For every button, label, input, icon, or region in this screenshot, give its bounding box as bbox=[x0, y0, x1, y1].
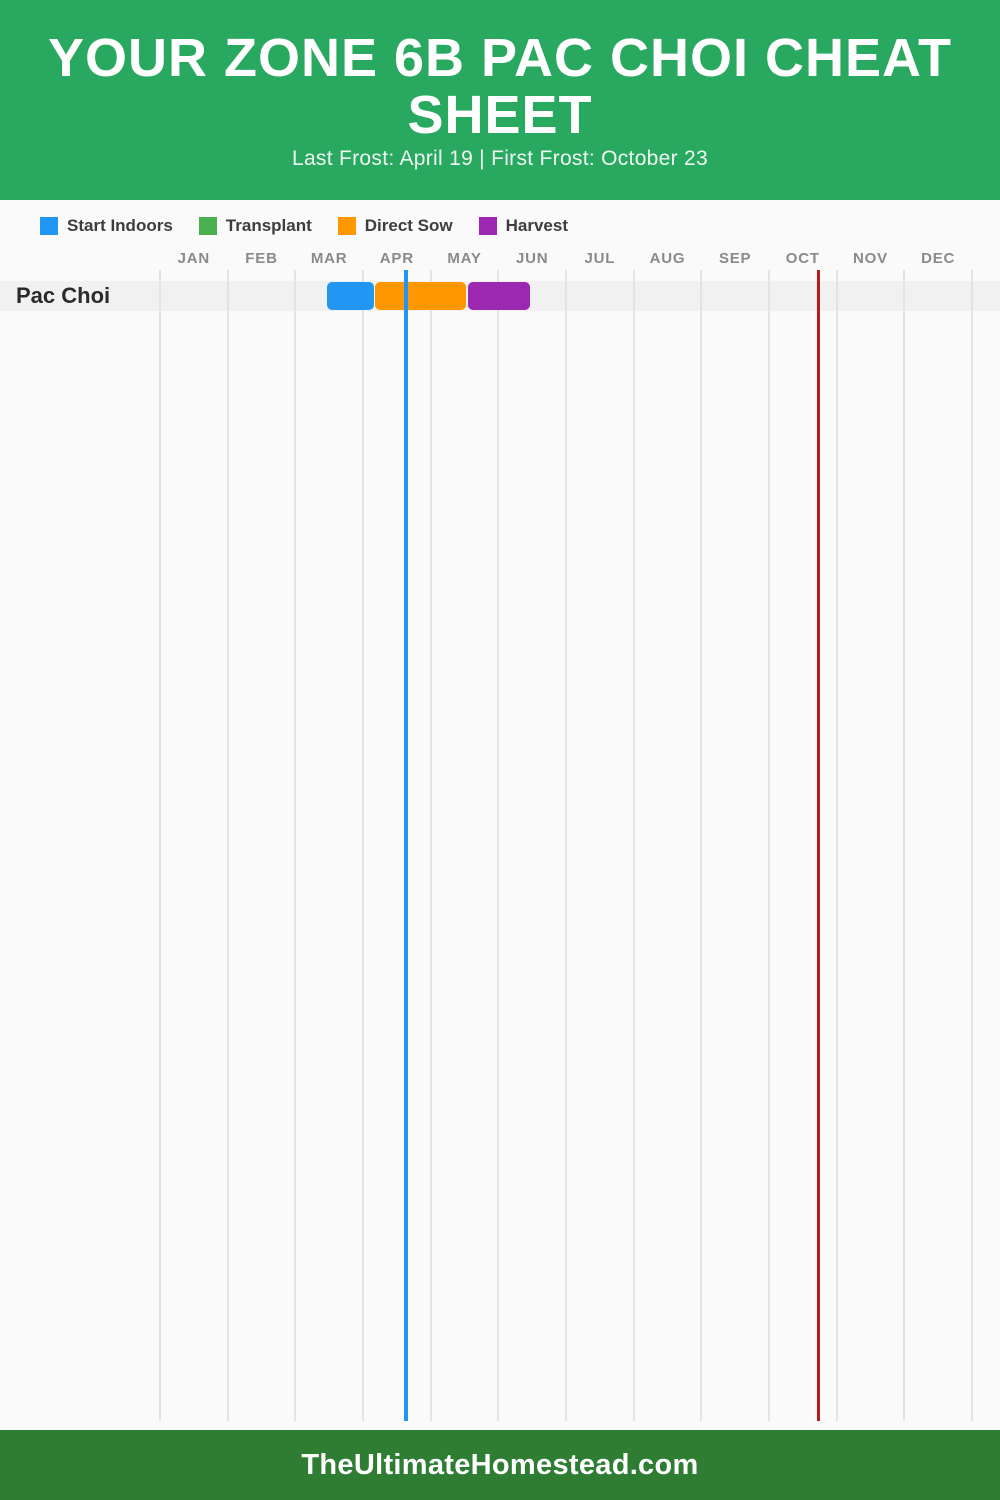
legend-label: Direct Sow bbox=[364, 216, 453, 235]
legend-label: Transplant bbox=[225, 216, 312, 235]
legend-swatch-icon bbox=[40, 217, 58, 235]
month-gridline bbox=[362, 270, 364, 1421]
month-label-jan: JAN bbox=[177, 250, 211, 267]
legend-swatch-icon bbox=[478, 217, 497, 235]
frost-dates-subtitle: Last Frost: April 19 | First Frost: Octo… bbox=[291, 147, 709, 171]
month-label-sep: SEP bbox=[718, 250, 752, 267]
legend-label: Start Indoors bbox=[67, 216, 173, 235]
month-gridline bbox=[835, 270, 838, 1421]
month-gridline bbox=[226, 270, 229, 1421]
legend-item-harvest: Harvest bbox=[478, 216, 568, 236]
month-gridline bbox=[429, 270, 432, 1421]
month-gridline bbox=[294, 270, 297, 1421]
month-label-apr: APR bbox=[379, 250, 414, 267]
bar-harvest bbox=[467, 282, 531, 310]
page-title: YOUR ZONE 6B PAC CHOI CHEAT SHEET bbox=[47, 28, 953, 145]
footer-banner: TheUltimateHomestead.com bbox=[0, 1430, 1000, 1500]
month-label-oct: OCT bbox=[785, 250, 820, 267]
bar-start-indoors bbox=[327, 282, 374, 310]
month-gridline bbox=[159, 270, 161, 1421]
month-gridline bbox=[700, 270, 703, 1421]
month-label-jun: JUN bbox=[515, 250, 549, 267]
legend-swatch-icon bbox=[337, 217, 356, 235]
header-banner: YOUR ZONE 6B PAC CHOI CHEAT SHEET Last F… bbox=[0, 0, 1000, 200]
last-frost-line bbox=[404, 270, 409, 1421]
month-label-may: MAY bbox=[447, 250, 482, 267]
website-url: TheUltimateHomestead.com bbox=[301, 1449, 699, 1481]
legend-item-transplant: Transplant bbox=[198, 216, 312, 236]
month-gridline bbox=[903, 270, 906, 1421]
month-label-feb: FEB bbox=[245, 250, 278, 267]
legend-item-start-indoors: Start Indoors bbox=[40, 216, 173, 236]
first-frost-line bbox=[816, 270, 821, 1421]
month-gridline bbox=[971, 270, 973, 1421]
crop-row-label: Pac Choi bbox=[16, 283, 111, 308]
month-gridline bbox=[632, 270, 635, 1421]
month-label-nov: NOV bbox=[853, 250, 888, 267]
month-label-dec: DEC bbox=[921, 250, 956, 267]
month-gridline bbox=[497, 270, 500, 1421]
legend-label: Harvest bbox=[505, 216, 568, 235]
month-label-jul: JUL bbox=[584, 250, 616, 267]
legend: Start Indoors Transplant Direct Sow Harvest bbox=[40, 216, 568, 236]
bar-direct-sow bbox=[375, 282, 466, 310]
legend-swatch-icon bbox=[198, 217, 217, 235]
legend-item-direct-sow: Direct Sow bbox=[337, 216, 453, 236]
month-gridline bbox=[565, 270, 567, 1421]
month-gridline bbox=[768, 270, 770, 1421]
month-label-aug: AUG bbox=[649, 250, 686, 267]
month-label-mar: MAR bbox=[310, 250, 348, 267]
